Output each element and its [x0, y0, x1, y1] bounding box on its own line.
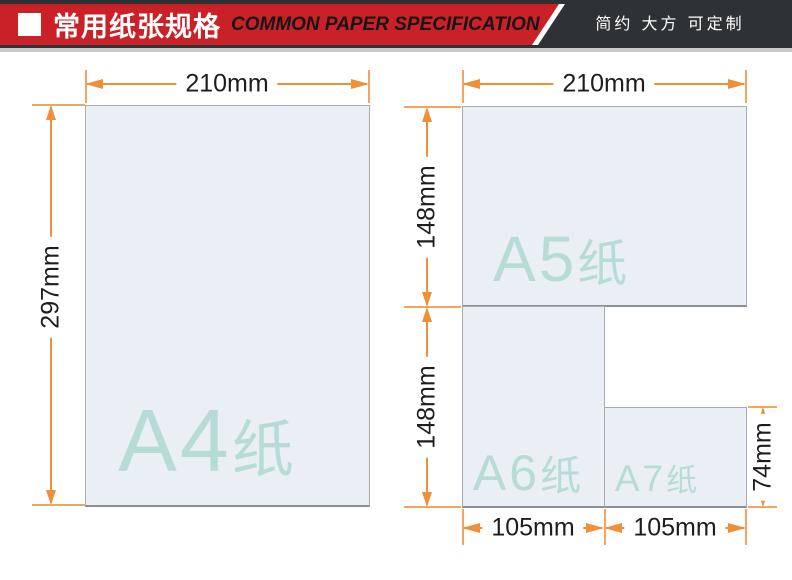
paper-a5-name: A5: [493, 223, 578, 295]
arrowhead-left-icon: [604, 523, 622, 533]
extension-line: [404, 306, 461, 308]
dimension-a6-width-label: 105mm: [482, 514, 584, 542]
arrowhead-down-icon: [422, 492, 432, 507]
arrowhead-down-icon: [422, 292, 432, 307]
extension-line: [748, 406, 777, 408]
header-shadow-line: [0, 48, 792, 52]
dimension-a6-height-label: 148mm: [412, 356, 441, 458]
arrowhead-up-icon: [422, 307, 432, 322]
white-square-icon: [18, 13, 41, 36]
paper-a5-suffix: 纸: [577, 236, 631, 292]
header-title-en: COMMON PAPER SPECIFICATION: [231, 13, 540, 35]
extension-line: [745, 509, 747, 545]
paper-a4: A4纸: [85, 105, 370, 507]
dimension-a7-height-label: 74mm: [748, 413, 777, 501]
extension-line: [404, 506, 461, 508]
paper-a7: A7纸: [604, 407, 747, 508]
dimension-a7-width-label: 105mm: [624, 514, 726, 542]
paper-a4-name: A4: [118, 391, 232, 490]
dimension-a5-width-label: 210mm: [553, 70, 655, 98]
dimension-a4-width-label: 210mm: [176, 70, 278, 98]
paper-a4-suffix: 纸: [231, 416, 297, 485]
paper-a6-name: A6: [472, 445, 541, 501]
arrowhead-left-icon: [85, 79, 103, 89]
header-slogan: 简约 大方 可定制: [595, 14, 745, 33]
extension-line: [85, 70, 87, 103]
arrowhead-up-icon: [46, 105, 56, 120]
extension-line: [368, 70, 370, 103]
paper-a4-label: A4纸: [86, 397, 369, 485]
paper-a5-label: A5纸: [463, 227, 746, 291]
paper-a5: A5纸: [462, 106, 747, 307]
arrowhead-right-icon: [351, 79, 369, 89]
arrowhead-left-icon: [462, 523, 480, 533]
paper-a7-suffix: 纸: [666, 463, 701, 498]
arrowhead-down-icon: [46, 490, 56, 505]
paper-a7-label: A7纸: [605, 460, 746, 497]
arrowhead-left-icon: [462, 79, 480, 89]
paper-a6: A6纸: [462, 306, 605, 508]
extension-line: [604, 509, 606, 545]
header-title-zh: 常用纸张规格: [53, 12, 221, 42]
dimension-a4-height-label: 297mm: [36, 236, 65, 338]
extension-line: [32, 504, 85, 506]
dimension-a5-height-label: 148mm: [412, 156, 441, 258]
extension-line: [462, 70, 464, 103]
paper-a6-label: A6纸: [463, 448, 604, 498]
extension-line: [32, 104, 85, 106]
extension-line: [462, 509, 464, 545]
header-red-band: 常用纸张规格 COMMON PAPER SPECIFICATION: [0, 4, 559, 45]
arrowhead-right-icon: [586, 523, 604, 533]
paper-a6-suffix: 纸: [540, 453, 585, 499]
extension-line: [404, 106, 461, 108]
paper-a7-name: A7: [614, 458, 667, 499]
arrowhead-right-icon: [728, 79, 746, 89]
extension-line: [745, 70, 747, 103]
arrowhead-right-icon: [728, 523, 746, 533]
arrowhead-up-icon: [422, 107, 432, 122]
extension-line: [748, 506, 777, 508]
